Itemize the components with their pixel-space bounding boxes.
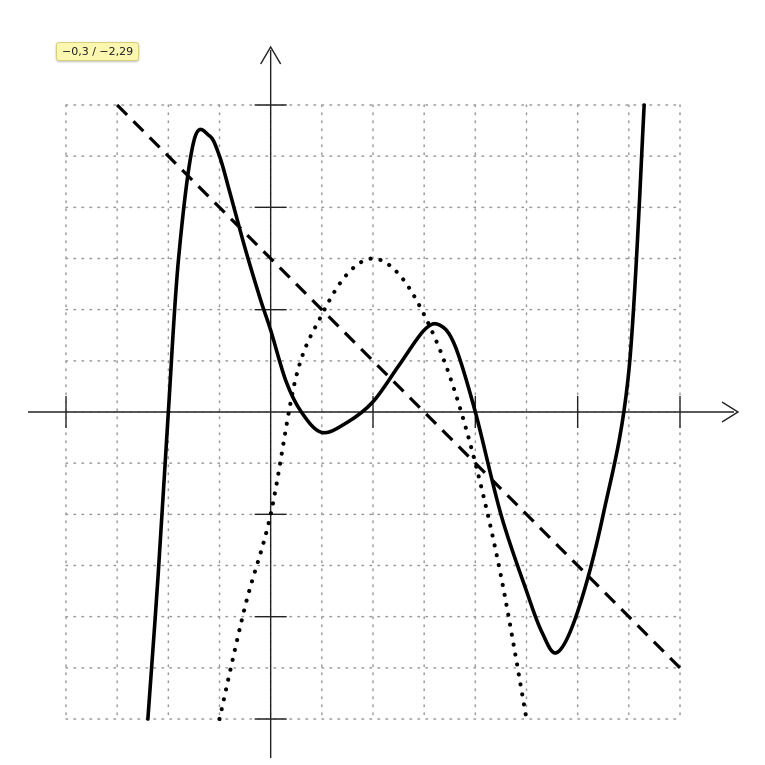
series-solid-line (146, 103, 646, 721)
axes (28, 45, 740, 758)
coordinate-readout: −0,3 / −2,29 (56, 42, 140, 61)
y-axis-arrow-icon (260, 45, 282, 65)
series-dashed-line (116, 103, 682, 669)
series-dotted-line (217, 256, 529, 721)
series-layer (116, 103, 682, 721)
x-axis-arrow-icon (721, 401, 740, 423)
